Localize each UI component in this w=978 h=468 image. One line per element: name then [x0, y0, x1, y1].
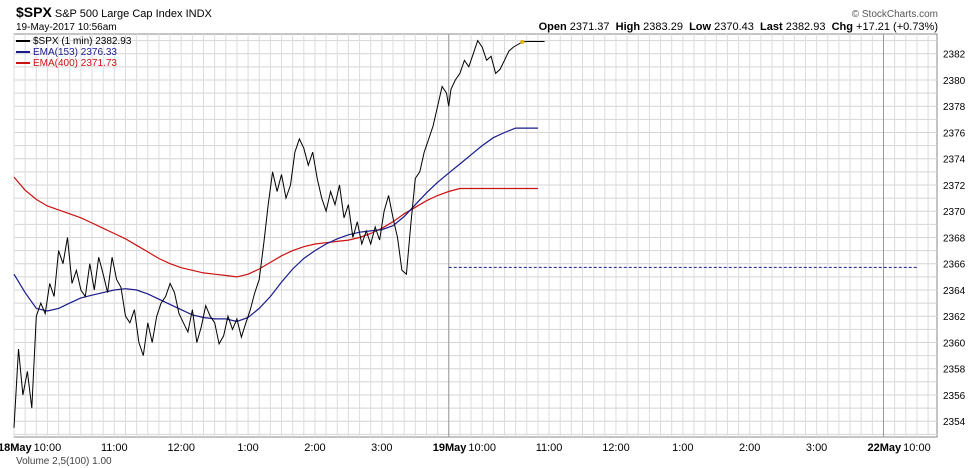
x-tick-label: 22May	[867, 442, 902, 454]
chart-header-left: $SPX S&P 500 Large Cap Index INDX	[16, 4, 212, 21]
x-tick-label: 10:00	[34, 442, 62, 454]
exchange: INDX	[185, 8, 212, 20]
last-label: Last	[760, 21, 783, 33]
y-tick-label: 2374	[943, 155, 966, 166]
copyright: © StockCharts.com	[852, 8, 938, 21]
symbol: $SPX	[16, 4, 52, 20]
legend-ema153: EMA(153) 2376.33	[16, 47, 117, 58]
ohlc-summary: Open 2371.37 High 2383.29 Low 2370.43 La…	[539, 21, 938, 34]
y-tick-label: 2370	[943, 207, 966, 218]
legend-label-ema153: EMA(153) 2376.33	[33, 47, 117, 58]
x-tick-label: 10:00	[903, 442, 931, 454]
legend-ema400: EMA(400) 2371.73	[16, 58, 117, 69]
low-value: 2370.43	[714, 21, 754, 33]
y-tick-label: 2376	[943, 128, 966, 139]
ema153-series-line	[13, 127, 538, 323]
high-value: 2383.29	[643, 21, 683, 33]
x-tick-label: 2:00	[304, 442, 325, 454]
y-tick-label: 2362	[943, 312, 966, 323]
y-tick-label: 2366	[943, 260, 966, 271]
x-tick-label: 3:00	[371, 442, 392, 454]
plot-frame	[13, 33, 938, 438]
x-tick-label: 12:00	[167, 442, 195, 454]
last-value: 2382.93	[785, 21, 826, 33]
legend-swatch-price	[16, 40, 30, 43]
chg-value: +17.21 (+0.73%)	[856, 21, 938, 33]
copyright-text: © StockCharts.com	[851, 9, 938, 20]
y-tick-label: 2382	[943, 50, 966, 61]
x-tick-label: 1:00	[237, 442, 258, 454]
price-series-line	[13, 39, 545, 428]
x-tick-label: 10:00	[468, 442, 496, 454]
x-tick-label: 19May	[433, 442, 468, 454]
ema400-series-line	[13, 176, 538, 278]
open-value: 2371.37	[569, 21, 610, 33]
y-tick-label: 2364	[943, 286, 966, 297]
y-tick-label: 2360	[943, 338, 966, 349]
open-label: Open	[538, 21, 567, 33]
y-tick-label: 2358	[943, 365, 966, 376]
x-tick-label: 11:00	[101, 442, 128, 454]
y-tick-label: 2378	[943, 102, 966, 113]
x-tick-label: 18May	[0, 442, 33, 454]
legend-swatch-ema400	[16, 62, 30, 65]
x-tick-label: 3:00	[806, 442, 827, 454]
low-label: Low	[689, 21, 712, 33]
legend-label-ema400: EMA(400) 2371.73	[33, 58, 117, 69]
last-price-marker	[520, 39, 525, 44]
y-tick-label: 2380	[943, 76, 966, 87]
y-tick-label: 2368	[943, 233, 966, 244]
timestamp: 19-May-2017 10:56am	[16, 22, 117, 33]
chg-label: Chg	[831, 21, 853, 33]
legend-label-price: $SPX (1 min) 2382.93	[33, 36, 132, 47]
x-tick-label: 12:00	[602, 442, 630, 454]
y-tick-label: 2354	[943, 417, 966, 428]
y-tick-label: 2356	[943, 391, 966, 402]
y-tick-label: 2372	[943, 181, 966, 192]
legend-price: $SPX (1 min) 2382.93	[16, 36, 131, 47]
high-label: High	[615, 21, 641, 33]
x-tick-label: 2:00	[739, 442, 760, 454]
symbol-name: S&P 500 Large Cap Index	[54, 8, 183, 20]
x-tick-label: 1:00	[672, 442, 693, 454]
legend-swatch-ema153	[16, 51, 30, 54]
x-tick-label: 11:00	[536, 442, 563, 454]
